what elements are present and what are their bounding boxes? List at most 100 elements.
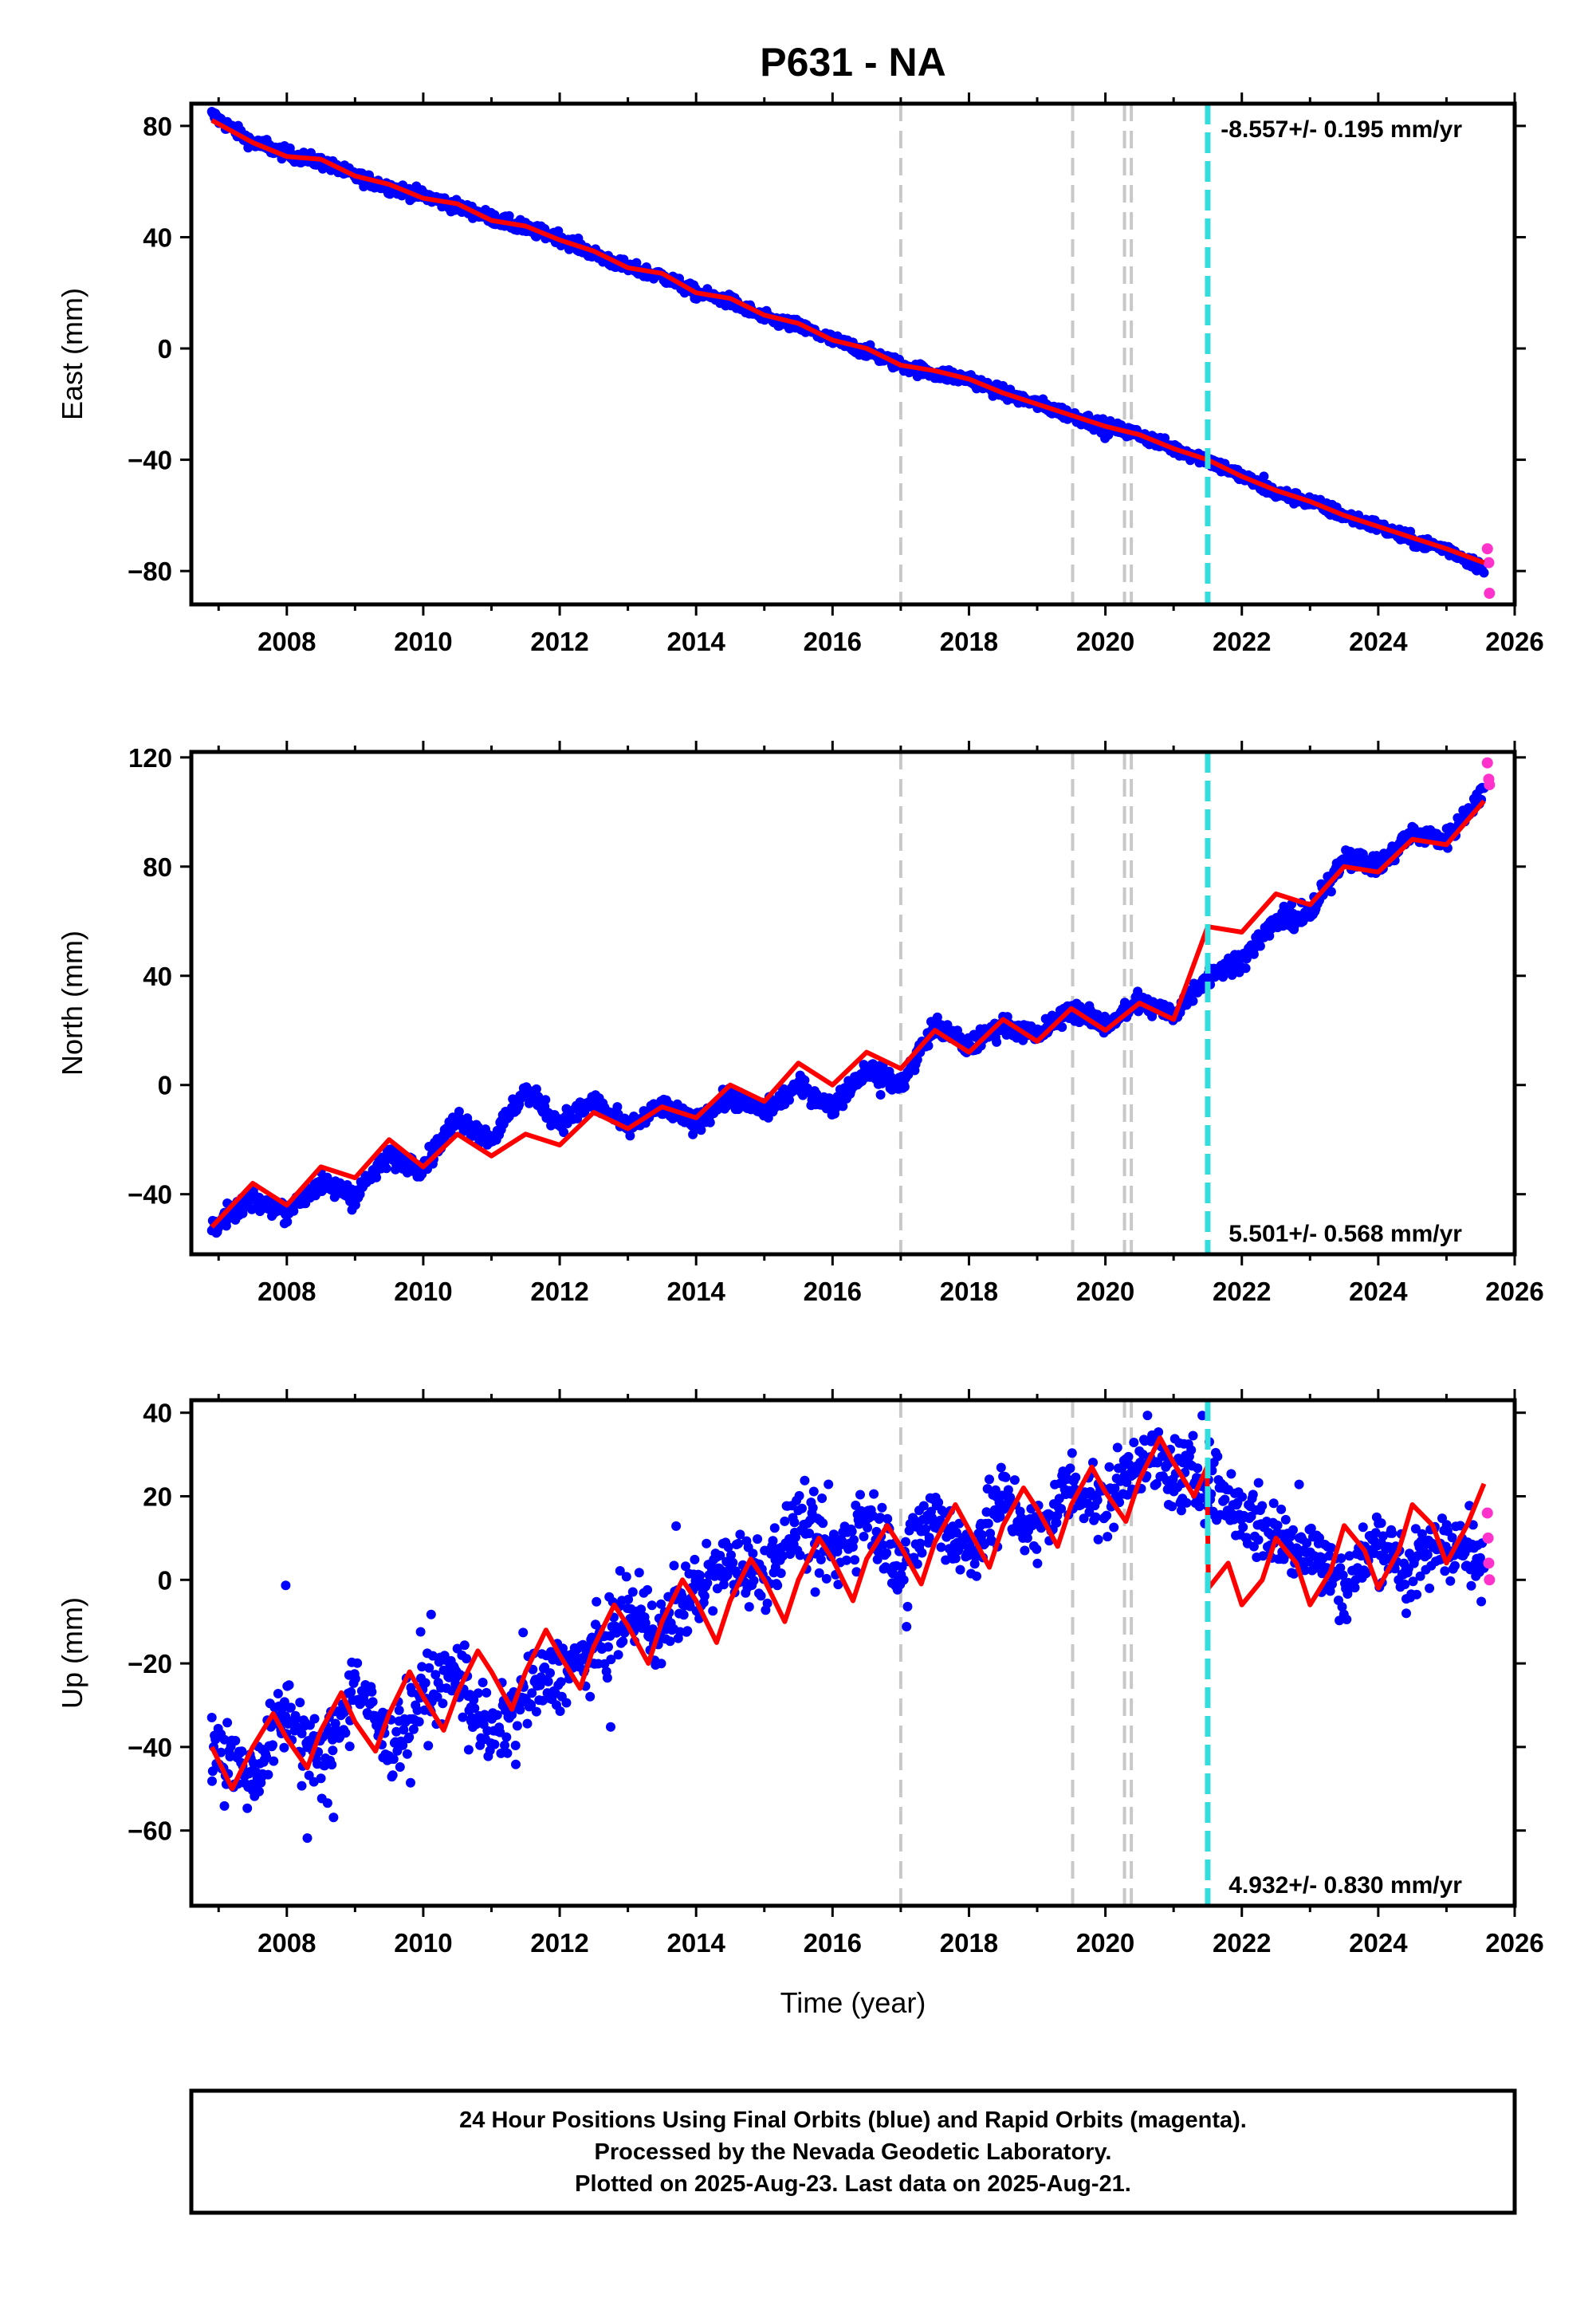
final-orbit-point: [797, 1503, 807, 1513]
final-orbit-point: [1276, 1504, 1287, 1514]
final-orbit-point: [414, 1717, 424, 1727]
final-orbit-point: [1303, 1556, 1314, 1567]
x-tick-label: 2014: [666, 1277, 725, 1306]
final-orbit-point: [515, 1705, 525, 1715]
final-orbit-point: [800, 1475, 810, 1486]
final-orbit-point: [216, 1747, 226, 1757]
final-orbit-point: [527, 1688, 537, 1698]
final-orbit-point: [932, 1012, 942, 1022]
final-orbit-point: [423, 1741, 434, 1751]
final-orbit-point: [1193, 1463, 1203, 1474]
final-orbit-point: [723, 1542, 733, 1553]
velocity-rate-label: -8.557+/- 0.195 mm/yr: [1221, 116, 1462, 143]
final-orbit-point: [735, 1529, 745, 1540]
x-tick-label: 2014: [666, 627, 725, 656]
rapid-orbit-point: [1484, 1574, 1496, 1586]
final-orbit-point: [778, 1551, 788, 1561]
final-orbit-point: [1151, 1478, 1162, 1489]
final-orbit-point: [261, 1752, 272, 1762]
final-orbit-point: [388, 1754, 399, 1765]
final-orbit-point: [606, 1655, 616, 1665]
final-orbit-point: [1326, 1543, 1336, 1553]
x-tick-label: 2024: [1349, 1277, 1408, 1306]
final-orbit-point: [458, 1712, 468, 1722]
final-orbit-point: [466, 1716, 476, 1726]
model-fit-line: [210, 799, 1486, 1229]
final-orbit-point: [847, 1526, 857, 1537]
final-orbit-point: [695, 1570, 706, 1580]
final-orbit-point: [669, 1560, 679, 1571]
y-tick-label: −20: [128, 1649, 172, 1678]
x-tick-label: 2018: [940, 627, 998, 656]
final-orbit-point: [1417, 1529, 1427, 1539]
final-orbit-point: [1288, 1525, 1298, 1535]
final-orbit-point: [470, 1703, 480, 1714]
x-tick-label: 2016: [804, 1928, 862, 1958]
final-orbit-point: [1083, 1498, 1093, 1509]
final-orbit-point: [902, 1622, 912, 1631]
footer-line-1: 24 Hour Positions Using Final Orbits (bl…: [459, 2107, 1247, 2133]
final-orbit-point: [1287, 1568, 1297, 1578]
final-orbit-point: [818, 1518, 828, 1529]
final-orbit-point: [981, 1507, 992, 1517]
final-orbit-point: [1154, 1427, 1164, 1437]
x-tick-label: 2008: [257, 1277, 316, 1306]
final-orbit-point: [463, 1745, 474, 1755]
final-orbit-point: [688, 1129, 698, 1139]
final-orbit-point: [1240, 963, 1251, 974]
final-orbit-point: [1344, 1551, 1354, 1561]
final-orbit-point: [515, 214, 525, 225]
x-tick-label: 2022: [1213, 627, 1271, 656]
final-orbit-point: [814, 1568, 824, 1578]
final-orbit-point: [350, 1674, 360, 1684]
final-orbit-point: [578, 1639, 588, 1650]
final-orbit-point: [983, 1518, 993, 1529]
x-tick-label: 2018: [940, 1277, 998, 1306]
rapid-orbit-point: [1483, 1557, 1495, 1569]
final-orbit-point: [927, 1513, 938, 1523]
final-orbit-point: [841, 1555, 851, 1565]
final-orbit-point: [1197, 1411, 1208, 1421]
final-orbit-point: [1306, 1523, 1316, 1533]
y-tick-label: −40: [128, 1180, 172, 1210]
final-orbit-point: [795, 1550, 805, 1560]
final-orbit-point: [531, 1706, 541, 1717]
final-orbit-point: [269, 1756, 279, 1766]
final-orbit-point: [1268, 1498, 1279, 1509]
final-orbit-point: [316, 1773, 326, 1784]
final-orbit-point: [279, 1742, 289, 1753]
final-orbit-point: [656, 1659, 666, 1669]
y-tick-label: 0: [158, 334, 172, 364]
rapid-orbit-point: [1481, 1507, 1493, 1519]
final-orbit-point: [285, 1702, 296, 1713]
final-orbit-point: [1370, 1528, 1381, 1538]
final-orbit-point: [1398, 830, 1409, 840]
final-orbit-point: [1335, 1563, 1346, 1573]
final-orbit-point: [473, 1688, 483, 1698]
final-orbit-point: [833, 1580, 843, 1590]
final-orbit-point: [1238, 1522, 1248, 1533]
final-orbit-point: [627, 1587, 638, 1597]
final-orbit-point: [1067, 1448, 1077, 1458]
x-tick-label: 2020: [1076, 1277, 1134, 1306]
panels: 2008 2010 2012 2014 2016 2018 2020 2022 2024 2026…: [56, 92, 1544, 1958]
final-orbit-point: [1350, 1583, 1360, 1593]
final-orbit-point: [1401, 1594, 1411, 1604]
final-orbit-point: [340, 1728, 351, 1738]
final-orbit-point: [1057, 1022, 1067, 1033]
final-orbit-point: [615, 1566, 625, 1576]
final-orbit-point: [585, 1691, 596, 1702]
final-orbit-point: [289, 1206, 299, 1216]
final-orbit-point: [1092, 1495, 1103, 1505]
final-orbit-point: [805, 1515, 816, 1525]
final-orbit-point: [206, 1713, 217, 1722]
velocity-rate-label: 4.932+/- 0.830 mm/yr: [1228, 1872, 1462, 1899]
final-orbit-point: [1071, 1472, 1081, 1482]
final-orbit-point: [849, 1535, 859, 1545]
final-orbit-point: [438, 1698, 448, 1709]
final-orbit-point: [347, 1205, 357, 1215]
final-orbit-point: [702, 1578, 713, 1588]
final-orbit-point: [1253, 1535, 1264, 1545]
final-orbit-point: [859, 1532, 869, 1541]
